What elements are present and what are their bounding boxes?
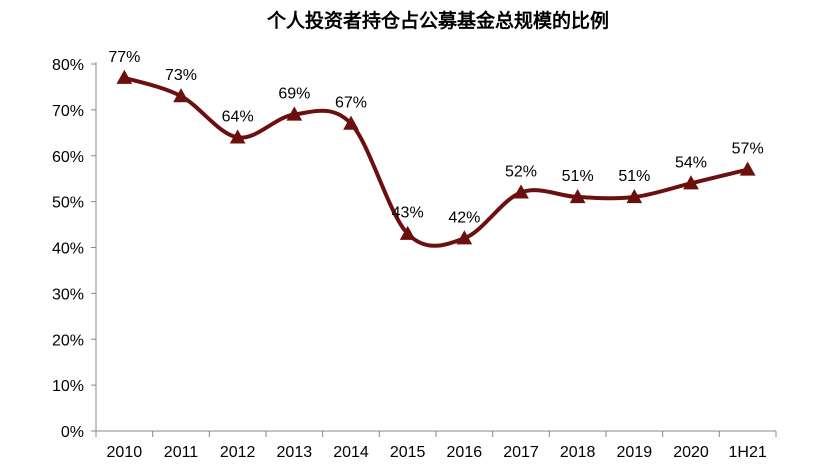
data-label: 42%: [448, 209, 480, 226]
y-axis-ticks: 0% 10% 20% 30% 40% 50% 60% 70% 80%: [52, 57, 96, 441]
data-label: 43%: [392, 205, 424, 222]
x-tick-label: 2010: [107, 444, 143, 461]
y-tick-label: 50%: [52, 195, 84, 212]
y-tick-label: 70%: [52, 103, 84, 120]
y-tick-label: 80%: [52, 57, 84, 74]
data-label: 52%: [505, 163, 537, 180]
x-tick-label: 2014: [333, 444, 369, 461]
data-label: 77%: [108, 49, 140, 66]
x-tick-label: 1H21: [729, 444, 767, 461]
x-tick-label: 2019: [617, 444, 653, 461]
y-tick-label: 10%: [52, 378, 84, 395]
x-tick-label: 2020: [673, 444, 709, 461]
x-tick-label: 2016: [447, 444, 483, 461]
data-point-marker: [456, 230, 473, 245]
y-tick-label: 20%: [52, 332, 84, 349]
data-point-marker: [683, 175, 699, 190]
data-label: 51%: [618, 168, 650, 185]
data-point-marker: [286, 106, 303, 121]
chart-title: 个人投资者持仓占公募基金总规模的比例: [266, 9, 609, 32]
x-tick-label: 2015: [390, 444, 426, 461]
data-label: 64%: [222, 108, 254, 125]
data-point-marker: [569, 189, 586, 204]
data-label: 67%: [335, 95, 367, 112]
y-tick-label: 0%: [61, 424, 84, 441]
data-label: 73%: [165, 67, 197, 84]
y-tick-label: 40%: [52, 241, 84, 258]
data-label: 51%: [562, 168, 594, 185]
data-point-marker: [739, 161, 756, 176]
data-point-marker: [399, 225, 416, 240]
data-point-marker: [116, 69, 133, 84]
data-label: 69%: [278, 85, 310, 102]
data-point-marker: [173, 88, 189, 103]
data-point-marker: [343, 115, 359, 130]
series-markers: [116, 69, 756, 245]
x-tick-label: 2012: [220, 444, 256, 461]
data-label: 54%: [675, 154, 707, 171]
data-point-marker: [513, 184, 529, 199]
series-line: [123, 75, 749, 248]
data-point-marker: [229, 129, 246, 144]
data-point-marker: [626, 189, 643, 204]
x-tick-label: 2018: [560, 444, 596, 461]
data-label: 57%: [732, 141, 764, 158]
data-labels: 77% 73% 64% 69% 67% 43% 42% 52% 51% 51% 54% 57%: [108, 49, 763, 227]
x-tick-label: 2017: [503, 444, 539, 461]
y-tick-label: 30%: [52, 286, 84, 303]
x-tick-label: 2013: [277, 444, 313, 461]
y-tick-label: 60%: [52, 149, 84, 166]
x-axis-ticks: 2010 2011 2012 2013 2014 2015 2016 2017 2018 2019…: [95, 431, 777, 461]
x-tick-label: 2011: [164, 444, 199, 461]
